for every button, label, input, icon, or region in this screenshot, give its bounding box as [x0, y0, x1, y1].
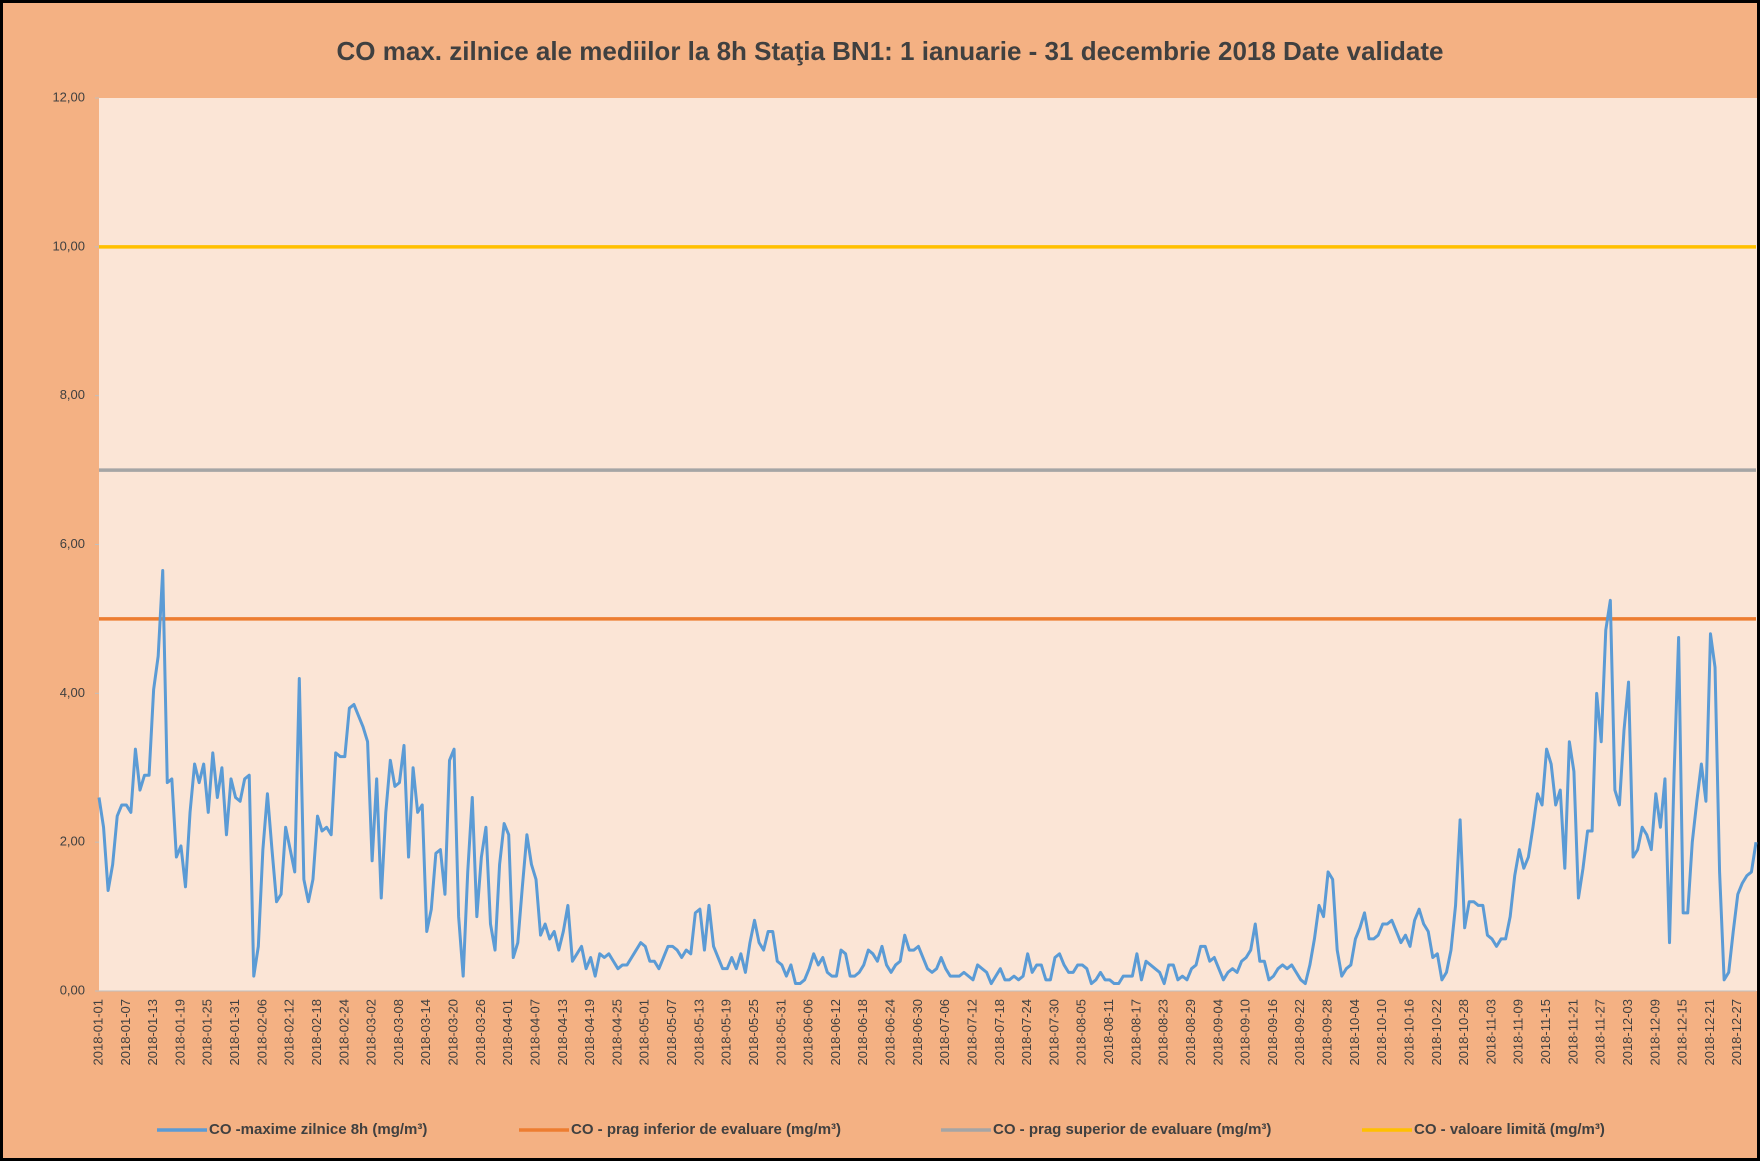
legend-label: CO -maxime zilnice 8h (mg/m³) [209, 1121, 427, 1138]
x-tick-label: 2018-03-02 [364, 999, 379, 1066]
x-tick-label: 2018-07-30 [1046, 999, 1061, 1066]
x-tick-label: 2018-05-07 [664, 999, 679, 1066]
y-tick-label: 10,00 [52, 238, 85, 253]
x-tick-label: 2018-04-01 [500, 999, 515, 1066]
legend-label: CO - valoare limită (mg/m³) [1414, 1121, 1605, 1138]
x-tick-label: 2018-12-09 [1647, 999, 1662, 1066]
x-tick-label: 2018-01-25 [200, 999, 215, 1066]
x-tick-label: 2018-10-10 [1374, 999, 1389, 1066]
x-tick-label: 2018-09-28 [1320, 999, 1335, 1066]
x-tick-label: 2018-09-04 [1210, 999, 1225, 1066]
x-tick-label: 2018-02-24 [336, 999, 351, 1066]
x-tick-label: 2018-04-07 [527, 999, 542, 1066]
x-tick-label: 2018-01-31 [227, 999, 242, 1066]
x-tick-label: 2018-04-25 [609, 999, 624, 1066]
x-tick-label: 2018-05-01 [637, 999, 652, 1066]
x-tick-label: 2018-03-20 [446, 999, 461, 1066]
x-tick-label: 2018-09-10 [1238, 999, 1253, 1066]
plot-area [99, 98, 1757, 991]
x-tick-label: 2018-08-17 [1128, 999, 1143, 1066]
x-tick-label: 2018-01-19 [172, 999, 187, 1066]
x-tick-label: 2018-08-23 [1156, 999, 1171, 1066]
x-tick-label: 2018-02-06 [254, 999, 269, 1066]
legend-label: CO - prag inferior de evaluare (mg/m³) [571, 1121, 841, 1138]
x-tick-label: 2018-01-01 [90, 999, 105, 1066]
x-tick-label: 2018-12-03 [1620, 999, 1635, 1066]
x-tick-label: 2018-05-25 [746, 999, 761, 1066]
x-tick-label: 2018-02-12 [282, 999, 297, 1066]
y-tick-label: 0,00 [60, 982, 85, 997]
x-tick-label: 2018-06-12 [828, 999, 843, 1066]
y-tick-label: 12,00 [52, 89, 85, 104]
x-tick-label: 2018-11-09 [1511, 999, 1526, 1065]
x-tick-label: 2018-02-18 [309, 999, 324, 1066]
x-tick-label: 2018-08-11 [1101, 999, 1116, 1065]
x-tick-label: 2018-06-30 [910, 999, 925, 1066]
x-tick-label: 2018-05-13 [691, 999, 706, 1066]
chart-title: CO max. zilnice ale mediilor la 8h Staţi… [337, 36, 1444, 66]
x-tick-label: 2018-03-26 [473, 999, 488, 1066]
x-tick-label: 2018-09-16 [1265, 999, 1280, 1066]
x-tick-label: 2018-11-03 [1483, 999, 1498, 1065]
data-line [97, 569, 1758, 986]
x-tick-label: 2018-09-22 [1292, 999, 1307, 1066]
x-tick-label: 2018-11-15 [1538, 999, 1553, 1065]
x-tick-label: 2018-11-27 [1593, 999, 1608, 1065]
x-tick-label: 2018-10-16 [1401, 999, 1416, 1066]
x-tick-label: 2018-06-18 [855, 999, 870, 1066]
y-tick-label: 2,00 [60, 834, 85, 849]
x-tick-label: 2018-06-06 [801, 999, 816, 1066]
x-tick-label: 2018-12-15 [1675, 999, 1690, 1066]
y-tick-label: 4,00 [60, 685, 85, 700]
x-tick-label: 2018-04-19 [582, 999, 597, 1066]
x-tick-label: 2018-12-21 [1702, 999, 1717, 1066]
legend-label: CO - prag superior de evaluare (mg/m³) [993, 1121, 1271, 1138]
x-tick-label: 2018-10-22 [1429, 999, 1444, 1066]
x-tick-label: 2018-07-18 [992, 999, 1007, 1065]
x-tick-label: 2018-11-21 [1565, 999, 1580, 1065]
x-tick-label: 2018-04-13 [555, 999, 570, 1066]
x-tick-label: 2018-07-24 [1019, 999, 1034, 1066]
x-tick-label: 2018-01-13 [145, 999, 160, 1066]
x-tick-label: 2018-10-28 [1456, 999, 1471, 1066]
x-tick-label: 2018-12-27 [1729, 999, 1744, 1066]
x-tick-label: 2018-05-19 [719, 999, 734, 1066]
x-tick-label: 2018-03-08 [391, 999, 406, 1066]
x-tick-label: 2018-08-05 [1074, 999, 1089, 1066]
x-tick-label: 2018-10-04 [1347, 999, 1362, 1066]
x-tick-label: 2018-03-14 [418, 999, 433, 1066]
x-tick-label: 2018-07-12 [964, 999, 979, 1066]
x-tick-label: 2018-06-24 [883, 999, 898, 1066]
y-tick-label: 8,00 [60, 387, 85, 402]
y-tick-label: 6,00 [60, 536, 85, 551]
x-tick-label: 2018-07-06 [937, 999, 952, 1066]
x-tick-label: 2018-01-07 [118, 999, 133, 1066]
x-tick-label: 2018-05-31 [773, 999, 788, 1066]
x-tick-label: 2018-08-29 [1183, 999, 1198, 1066]
